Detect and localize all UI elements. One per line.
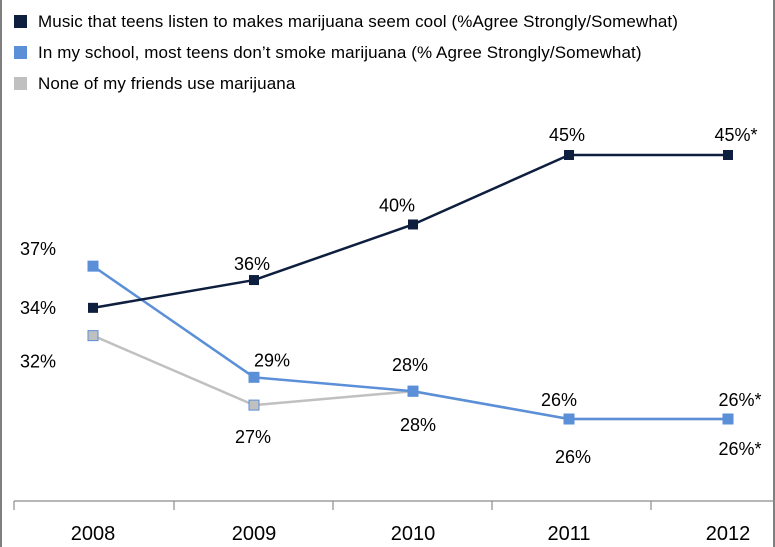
legend-item-music: Music that teens listen to makes marijua… — [14, 6, 678, 37]
data-label-music-2008: 34% — [20, 298, 56, 318]
data-point-music-2012 — [723, 150, 733, 160]
data-point-school-2009 — [248, 371, 260, 383]
data-label-music-2012: 45%* — [714, 125, 757, 145]
legend-label-music: Music that teens listen to makes marijua… — [38, 11, 679, 31]
legend-item-school: In my school, most teens don’t smoke mar… — [14, 37, 678, 68]
data-label-school-2010: 28% — [392, 355, 428, 375]
data-label-school-2012: 26%* — [718, 390, 761, 410]
x-tick-label-2008: 2008 — [71, 523, 116, 545]
data-label-friends-2009: 27% — [235, 427, 271, 447]
data-point-school-2012 — [722, 413, 734, 425]
series-line-friends — [92, 334, 728, 421]
x-tick-label-2010: 2010 — [391, 523, 436, 545]
data-label-friends-2008: 32% — [20, 352, 56, 372]
data-label-school-2011: 26% — [541, 390, 577, 410]
x-tick-label-2012: 2012 — [706, 523, 751, 545]
series-line-music — [92, 153, 728, 310]
data-label-friends-2011: 26% — [555, 447, 591, 467]
data-point-music-2008 — [88, 302, 98, 313]
data-label-music-2010: 40% — [379, 195, 415, 215]
legend-swatch-school — [14, 46, 27, 59]
data-point-music-2011 — [564, 150, 574, 160]
x-tick-label-2009: 2009 — [232, 523, 277, 545]
data-point-friends-2009 — [248, 399, 260, 411]
x-tick-label-2011: 2011 — [547, 523, 590, 545]
legend-label-school: In my school, most teens don’t smoke mar… — [38, 42, 642, 62]
data-label-music-2011: 45% — [549, 125, 585, 145]
legend-label-friends: None of my friends use marijuana — [38, 73, 296, 93]
data-label-music-2009: 36% — [234, 254, 270, 274]
data-point-music-2009 — [249, 275, 259, 286]
data-point-school-2010 — [407, 385, 419, 397]
chart-frame-right-border — [773, 0, 775, 547]
data-point-music-2010 — [408, 219, 418, 230]
legend-swatch-music — [14, 15, 27, 28]
legend-item-friends: None of my friends use marijuana — [14, 68, 678, 99]
data-point-friends-2008 — [87, 330, 99, 342]
data-label-school-2009: 29% — [254, 350, 290, 370]
chart-legend: Music that teens listen to makes marijua… — [14, 6, 678, 99]
chart-frame-left-border — [0, 0, 2, 547]
data-point-school-2008 — [87, 260, 99, 272]
legend-swatch-friends — [14, 77, 27, 90]
data-label-school-2008: 37% — [20, 239, 56, 259]
data-label-friends-2012: 26%* — [718, 439, 761, 459]
data-label-friends-2010: 28% — [400, 415, 436, 435]
data-point-school-2011 — [563, 413, 575, 425]
